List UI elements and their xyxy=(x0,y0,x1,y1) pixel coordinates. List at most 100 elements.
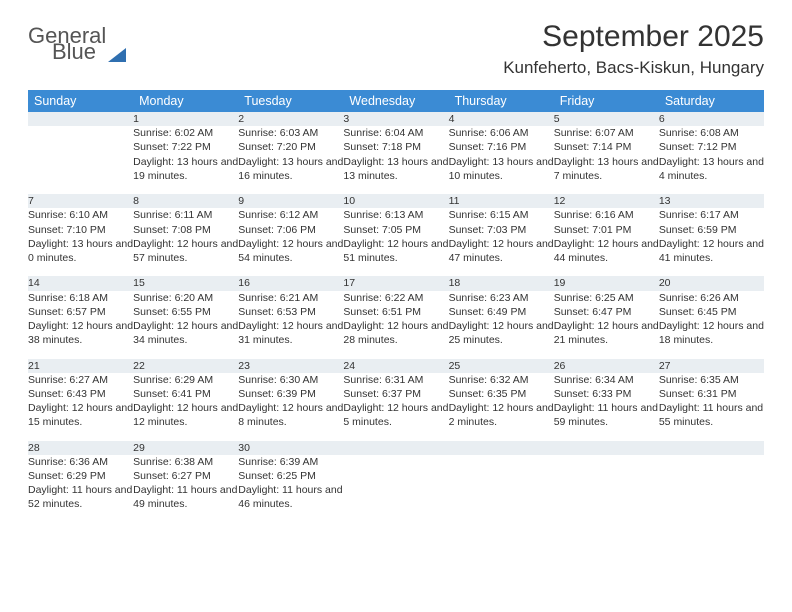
content-row: Sunrise: 6:36 AMSunset: 6:29 PMDaylight:… xyxy=(28,455,764,523)
sunrise-text: Sunrise: 6:27 AM xyxy=(28,373,133,387)
logo: General Blue xyxy=(28,26,126,62)
day-number: 16 xyxy=(238,276,343,290)
daylight-text: Daylight: 13 hours and 13 minutes. xyxy=(343,155,448,183)
day-number: 11 xyxy=(449,194,554,208)
daylight-text: Daylight: 12 hours and 18 minutes. xyxy=(659,319,764,347)
daynum-row: 78910111213 xyxy=(28,194,764,208)
day-cell: Sunrise: 6:27 AMSunset: 6:43 PMDaylight:… xyxy=(28,373,133,441)
day-cell: Sunrise: 6:06 AMSunset: 7:16 PMDaylight:… xyxy=(449,126,554,194)
daylight-text: Daylight: 11 hours and 49 minutes. xyxy=(133,483,238,511)
day-cell: Sunrise: 6:31 AMSunset: 6:37 PMDaylight:… xyxy=(343,373,448,441)
sunset-text: Sunset: 6:53 PM xyxy=(238,305,343,319)
daylight-text: Daylight: 11 hours and 52 minutes. xyxy=(28,483,133,511)
daylight-text: Daylight: 12 hours and 44 minutes. xyxy=(554,237,659,265)
day-number: 26 xyxy=(554,359,659,373)
daynum-row: 123456 xyxy=(28,112,764,126)
daylight-text: Daylight: 12 hours and 12 minutes. xyxy=(133,401,238,429)
daylight-text: Daylight: 12 hours and 51 minutes. xyxy=(343,237,448,265)
day-number: 14 xyxy=(28,276,133,290)
sunset-text: Sunset: 6:39 PM xyxy=(238,387,343,401)
sunrise-text: Sunrise: 6:04 AM xyxy=(343,126,448,140)
day-cell: Sunrise: 6:12 AMSunset: 7:06 PMDaylight:… xyxy=(238,208,343,276)
sunset-text: Sunset: 6:45 PM xyxy=(659,305,764,319)
day-number: 9 xyxy=(238,194,343,208)
day-number: 21 xyxy=(28,359,133,373)
sunrise-text: Sunrise: 6:08 AM xyxy=(659,126,764,140)
sunrise-text: Sunrise: 6:23 AM xyxy=(449,291,554,305)
day-number: 5 xyxy=(554,112,659,126)
month-title: September 2025 xyxy=(503,20,764,54)
content-row: Sunrise: 6:02 AMSunset: 7:22 PMDaylight:… xyxy=(28,126,764,194)
day-number: 3 xyxy=(343,112,448,126)
sunrise-text: Sunrise: 6:20 AM xyxy=(133,291,238,305)
daynum-row: 282930 xyxy=(28,441,764,455)
sunrise-text: Sunrise: 6:07 AM xyxy=(554,126,659,140)
sunset-text: Sunset: 6:59 PM xyxy=(659,223,764,237)
calendar-body: 123456Sunrise: 6:02 AMSunset: 7:22 PMDay… xyxy=(28,112,764,523)
daylight-text: Daylight: 12 hours and 28 minutes. xyxy=(343,319,448,347)
day-number xyxy=(449,441,554,455)
day-cell: Sunrise: 6:07 AMSunset: 7:14 PMDaylight:… xyxy=(554,126,659,194)
sunrise-text: Sunrise: 6:17 AM xyxy=(659,208,764,222)
day-number: 13 xyxy=(659,194,764,208)
sunrise-text: Sunrise: 6:22 AM xyxy=(343,291,448,305)
day-cell: Sunrise: 6:26 AMSunset: 6:45 PMDaylight:… xyxy=(659,291,764,359)
daylight-text: Daylight: 13 hours and 10 minutes. xyxy=(449,155,554,183)
daylight-text: Daylight: 11 hours and 55 minutes. xyxy=(659,401,764,429)
sunrise-text: Sunrise: 6:25 AM xyxy=(554,291,659,305)
daylight-text: Daylight: 12 hours and 41 minutes. xyxy=(659,237,764,265)
sunrise-text: Sunrise: 6:13 AM xyxy=(343,208,448,222)
day-cell: Sunrise: 6:08 AMSunset: 7:12 PMDaylight:… xyxy=(659,126,764,194)
weekday-header: Saturday xyxy=(659,90,764,112)
sunset-text: Sunset: 6:35 PM xyxy=(449,387,554,401)
sunset-text: Sunset: 6:37 PM xyxy=(343,387,448,401)
sunrise-text: Sunrise: 6:21 AM xyxy=(238,291,343,305)
sunrise-text: Sunrise: 6:38 AM xyxy=(133,455,238,469)
day-cell xyxy=(554,455,659,523)
sunset-text: Sunset: 6:25 PM xyxy=(238,469,343,483)
day-cell: Sunrise: 6:18 AMSunset: 6:57 PMDaylight:… xyxy=(28,291,133,359)
day-cell: Sunrise: 6:11 AMSunset: 7:08 PMDaylight:… xyxy=(133,208,238,276)
sunset-text: Sunset: 7:06 PM xyxy=(238,223,343,237)
daylight-text: Daylight: 11 hours and 59 minutes. xyxy=(554,401,659,429)
title-block: September 2025 Kunfeherto, Bacs-Kiskun, … xyxy=(503,20,764,78)
sunrise-text: Sunrise: 6:35 AM xyxy=(659,373,764,387)
day-cell: Sunrise: 6:23 AMSunset: 6:49 PMDaylight:… xyxy=(449,291,554,359)
day-number: 12 xyxy=(554,194,659,208)
daylight-text: Daylight: 12 hours and 2 minutes. xyxy=(449,401,554,429)
sunset-text: Sunset: 6:49 PM xyxy=(449,305,554,319)
sunrise-text: Sunrise: 6:39 AM xyxy=(238,455,343,469)
daylight-text: Daylight: 12 hours and 31 minutes. xyxy=(238,319,343,347)
sunset-text: Sunset: 6:27 PM xyxy=(133,469,238,483)
daylight-text: Daylight: 12 hours and 5 minutes. xyxy=(343,401,448,429)
daylight-text: Daylight: 12 hours and 38 minutes. xyxy=(28,319,133,347)
day-cell: Sunrise: 6:22 AMSunset: 6:51 PMDaylight:… xyxy=(343,291,448,359)
sunset-text: Sunset: 7:05 PM xyxy=(343,223,448,237)
day-cell: Sunrise: 6:10 AMSunset: 7:10 PMDaylight:… xyxy=(28,208,133,276)
sunset-text: Sunset: 7:10 PM xyxy=(28,223,133,237)
weekday-header: Monday xyxy=(133,90,238,112)
daylight-text: Daylight: 12 hours and 47 minutes. xyxy=(449,237,554,265)
daynum-row: 21222324252627 xyxy=(28,359,764,373)
day-number: 7 xyxy=(28,194,133,208)
sunset-text: Sunset: 7:14 PM xyxy=(554,140,659,154)
day-number: 8 xyxy=(133,194,238,208)
daylight-text: Daylight: 13 hours and 0 minutes. xyxy=(28,237,133,265)
day-number xyxy=(343,441,448,455)
sunrise-text: Sunrise: 6:18 AM xyxy=(28,291,133,305)
day-cell: Sunrise: 6:35 AMSunset: 6:31 PMDaylight:… xyxy=(659,373,764,441)
daylight-text: Daylight: 12 hours and 8 minutes. xyxy=(238,401,343,429)
sunset-text: Sunset: 6:31 PM xyxy=(659,387,764,401)
sunrise-text: Sunrise: 6:02 AM xyxy=(133,126,238,140)
sunset-text: Sunset: 7:20 PM xyxy=(238,140,343,154)
day-number: 15 xyxy=(133,276,238,290)
daylight-text: Daylight: 12 hours and 25 minutes. xyxy=(449,319,554,347)
day-number: 10 xyxy=(343,194,448,208)
day-number: 23 xyxy=(238,359,343,373)
day-cell: Sunrise: 6:13 AMSunset: 7:05 PMDaylight:… xyxy=(343,208,448,276)
day-number: 25 xyxy=(449,359,554,373)
day-cell: Sunrise: 6:32 AMSunset: 6:35 PMDaylight:… xyxy=(449,373,554,441)
weekday-header: Tuesday xyxy=(238,90,343,112)
sunrise-text: Sunrise: 6:29 AM xyxy=(133,373,238,387)
sunrise-text: Sunrise: 6:31 AM xyxy=(343,373,448,387)
